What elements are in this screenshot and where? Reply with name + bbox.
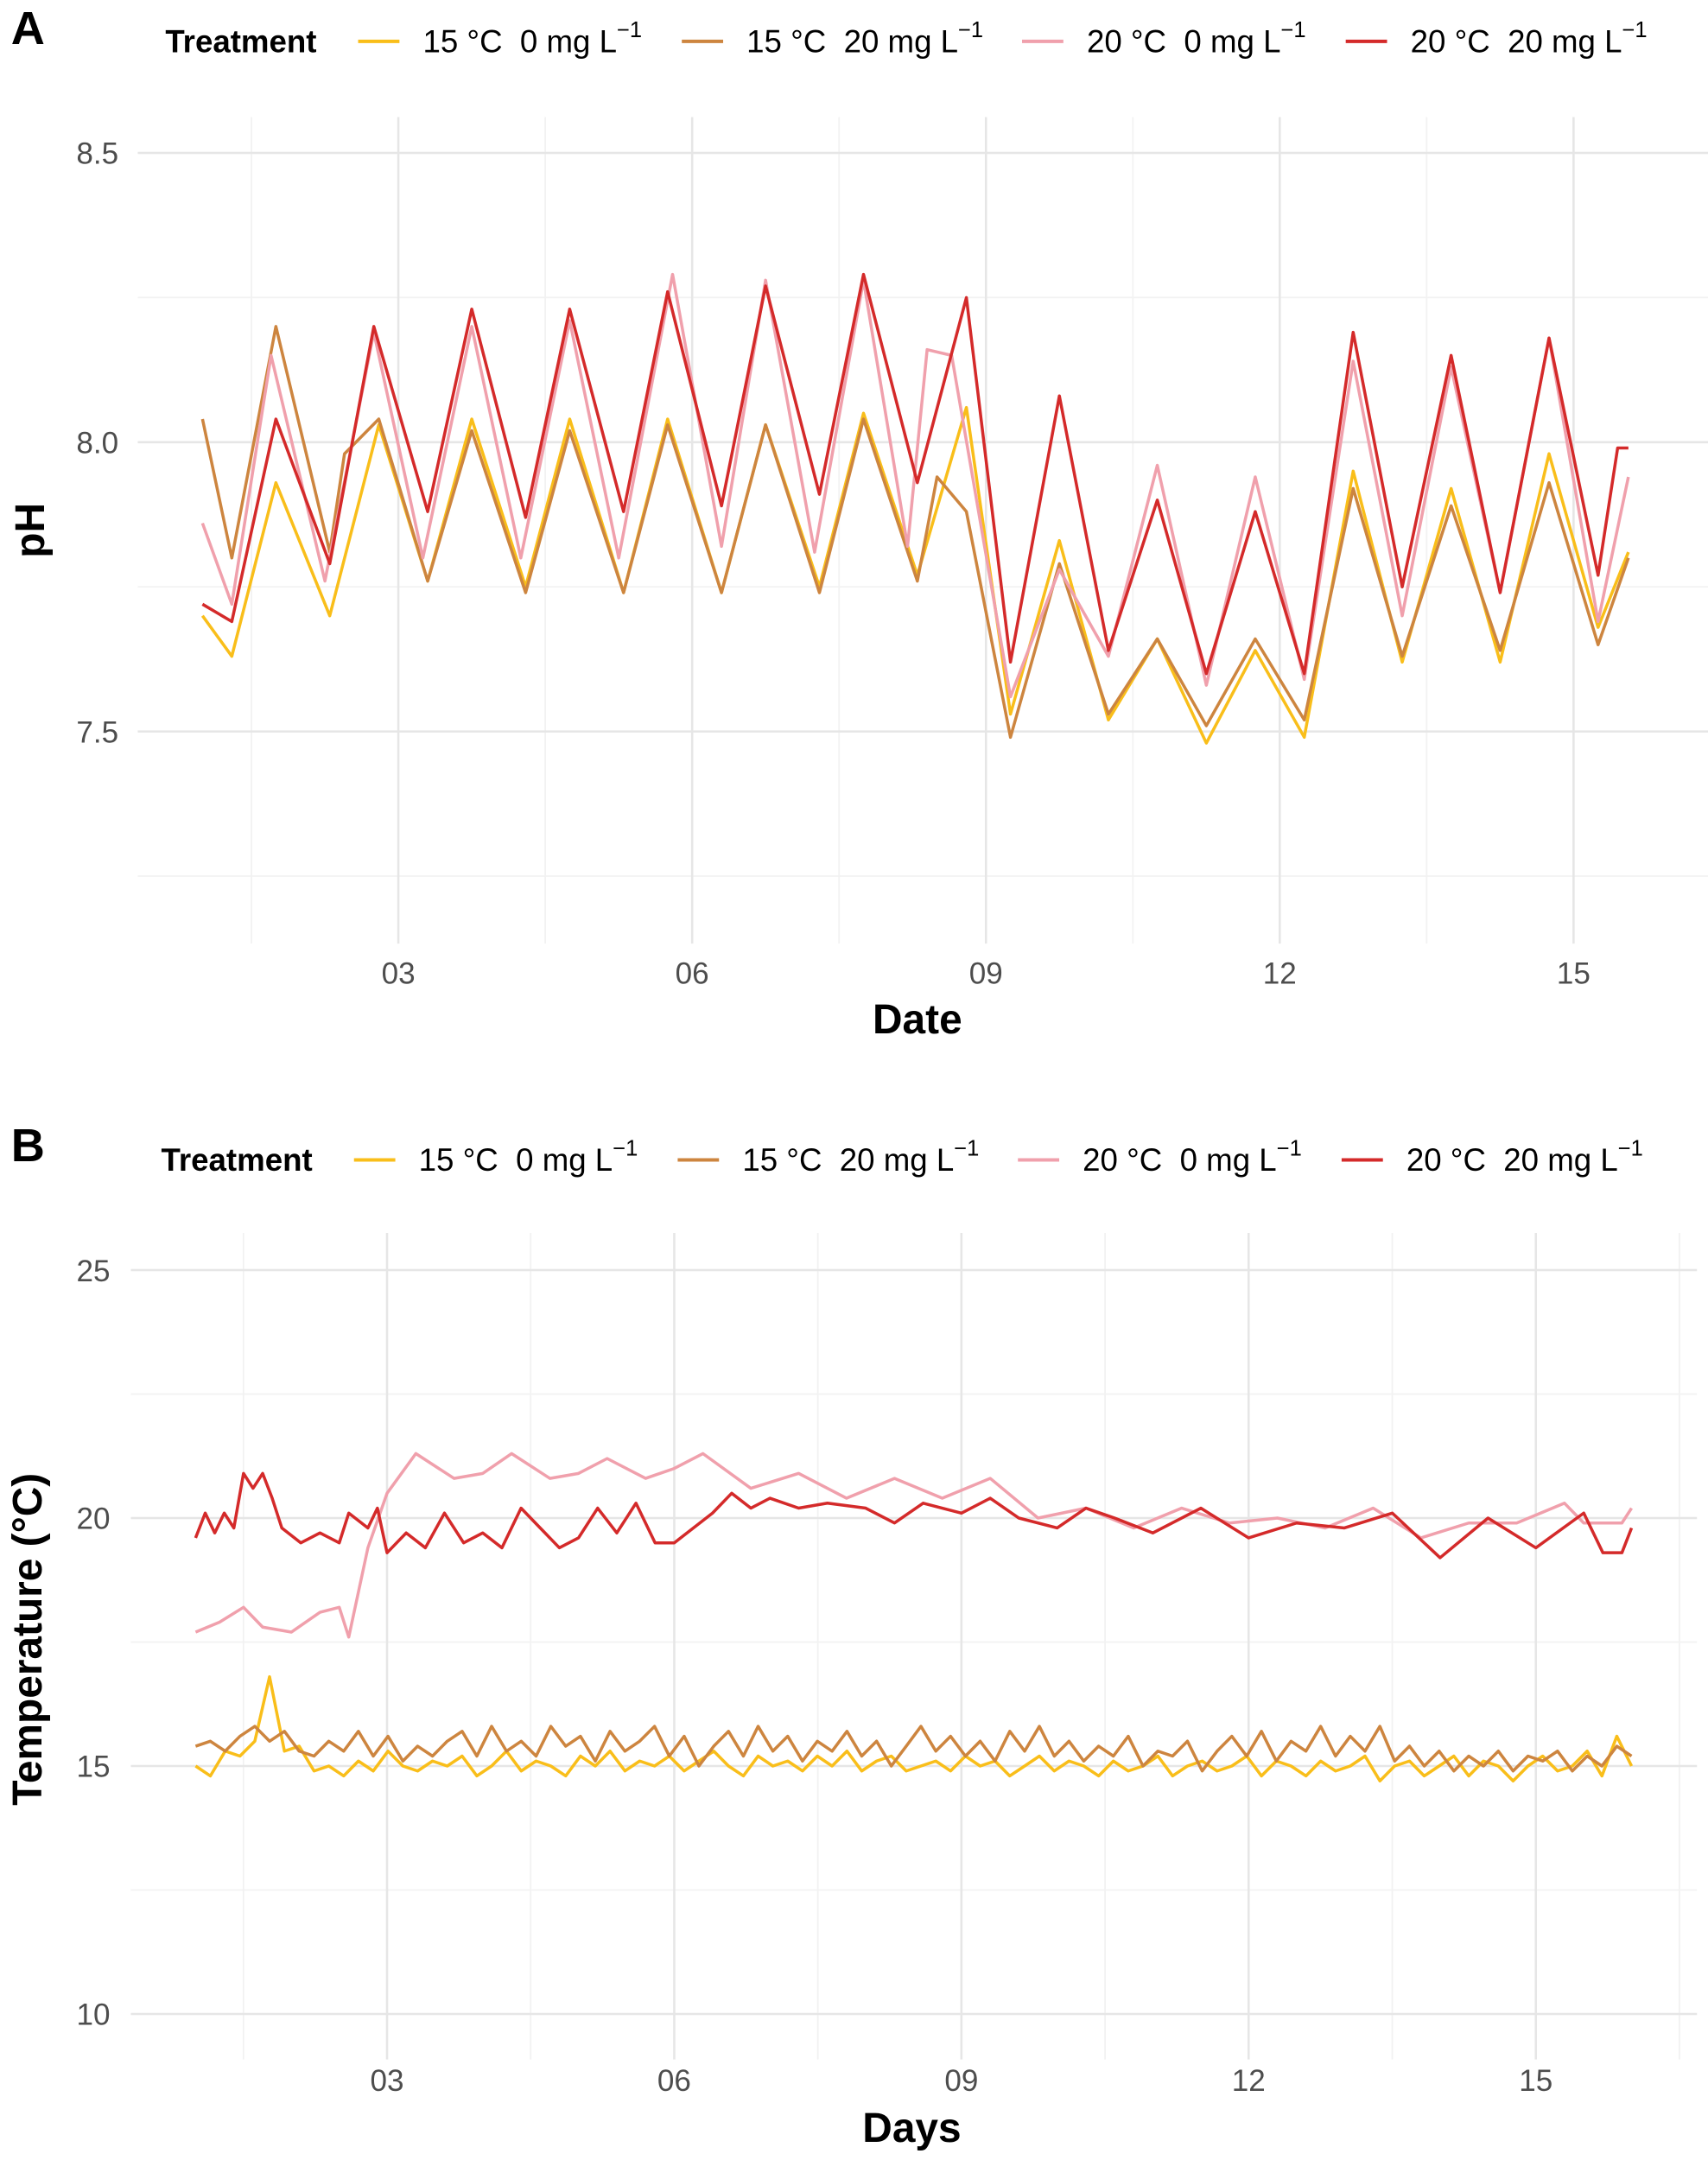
legend-label-text: 15 °C 20 mg L: [742, 1142, 954, 1178]
y-tick-label: 10: [77, 1998, 111, 2032]
tick-labels: 10 15 20 25 03 06 09 12 15: [77, 1255, 1553, 2098]
x-tick-label: 15: [1519, 2064, 1552, 2098]
x-tick-label: 09: [944, 2064, 978, 2098]
legend-label: 20 °C 0 mg L−1: [1087, 18, 1306, 60]
x-tick-label: 12: [1232, 2064, 1266, 2098]
legend-label-superscript: −1: [1622, 18, 1648, 42]
legend-label-superscript: −1: [958, 18, 983, 42]
x-axis-title: Days: [862, 2106, 961, 2151]
series-line-2: [200, 272, 1630, 699]
x-tick-label: 12: [1263, 956, 1297, 990]
panel-b-temperature-chart: B 10 15 20 25 03 06 09 12 15 Days Temperature (°…: [5, 1120, 1698, 2151]
y-tick-label: 8.0: [76, 427, 118, 461]
legend-label-text: 20 °C 0 mg L: [1087, 24, 1281, 60]
legend: 15 °C 0 mg L−1 15 °C 20 mg L−1 20 °C 0 mg …: [162, 1137, 1643, 1178]
series-layer: [194, 1452, 1634, 1782]
legend-label-text: 15 °C 0 mg L: [419, 1142, 613, 1178]
legend-label: 15 °C 0 mg L−1: [422, 18, 642, 60]
series-line-3: [201, 272, 1629, 676]
x-tick-label: 03: [371, 2064, 404, 2098]
legend-label-text: 20 °C 0 mg L: [1083, 1142, 1277, 1178]
x-tick-label: 15: [1557, 956, 1591, 990]
x-tick-label: 03: [382, 956, 416, 990]
y-axis-title: Temperature (°C): [5, 1473, 51, 1806]
legend-title: Treatment: [165, 24, 316, 60]
legend-label: 15 °C 20 mg L−1: [746, 18, 983, 60]
x-tick-label: 06: [657, 2064, 691, 2098]
tick-labels: 7.5 8.0 8.5 03 06 09 12 15: [76, 137, 1591, 991]
y-tick-label: 8.5: [76, 137, 118, 171]
series-line-3: [194, 1471, 1634, 1560]
legend-label-superscript: −1: [617, 18, 642, 42]
x-tick-label: 09: [969, 956, 1003, 990]
legend-label-superscript: −1: [1618, 1137, 1643, 1161]
legend-label-superscript: −1: [613, 1137, 638, 1161]
x-axis-title: Date: [873, 997, 962, 1043]
legend: 15 °C 0 mg L−1 15 °C 20 mg L−1 20 °C 0 mg …: [165, 18, 1647, 60]
legend-label-text: 20 °C 20 mg L: [1411, 24, 1622, 60]
y-axis-title: pH: [8, 503, 54, 558]
legend-label-superscript: −1: [1277, 1137, 1302, 1161]
series-line-0: [194, 1674, 1634, 1782]
legend-label: 20 °C 0 mg L−1: [1083, 1137, 1302, 1178]
legend-label-text: 20 °C 20 mg L: [1406, 1142, 1618, 1178]
panel-letter-a: A: [11, 3, 45, 54]
series-line-2: [194, 1452, 1633, 1639]
series-line-1: [194, 1725, 1633, 1773]
legend-label-text: 15 °C 0 mg L: [422, 24, 617, 60]
panel-letter-b: B: [11, 1120, 45, 1172]
legend-label: 15 °C 0 mg L−1: [419, 1137, 638, 1178]
x-tick-label: 06: [676, 956, 709, 990]
legend-title: Treatment: [162, 1142, 313, 1178]
legend-label-superscript: −1: [1280, 18, 1305, 42]
grid: [130, 1232, 1698, 2060]
y-tick-label: 25: [77, 1255, 111, 1288]
legend-label: 20 °C 20 mg L−1: [1406, 1137, 1643, 1178]
grid: [137, 117, 1708, 944]
y-tick-label: 7.5: [76, 715, 118, 749]
legend-label: 20 °C 20 mg L−1: [1411, 18, 1648, 60]
legend-label: 15 °C 20 mg L−1: [742, 1137, 979, 1178]
y-tick-label: 20: [77, 1502, 111, 1536]
series-layer: [200, 272, 1630, 745]
legend-label-superscript: −1: [954, 1137, 979, 1161]
panel-a-ph-chart: A 7.5 8.0 8.5 03 06 09 12 15 Date pH 15 °C 0 mg…: [8, 3, 1708, 1043]
series-line-1: [200, 325, 1630, 740]
y-tick-label: 15: [77, 1750, 111, 1784]
legend-label-text: 15 °C 20 mg L: [746, 24, 958, 60]
